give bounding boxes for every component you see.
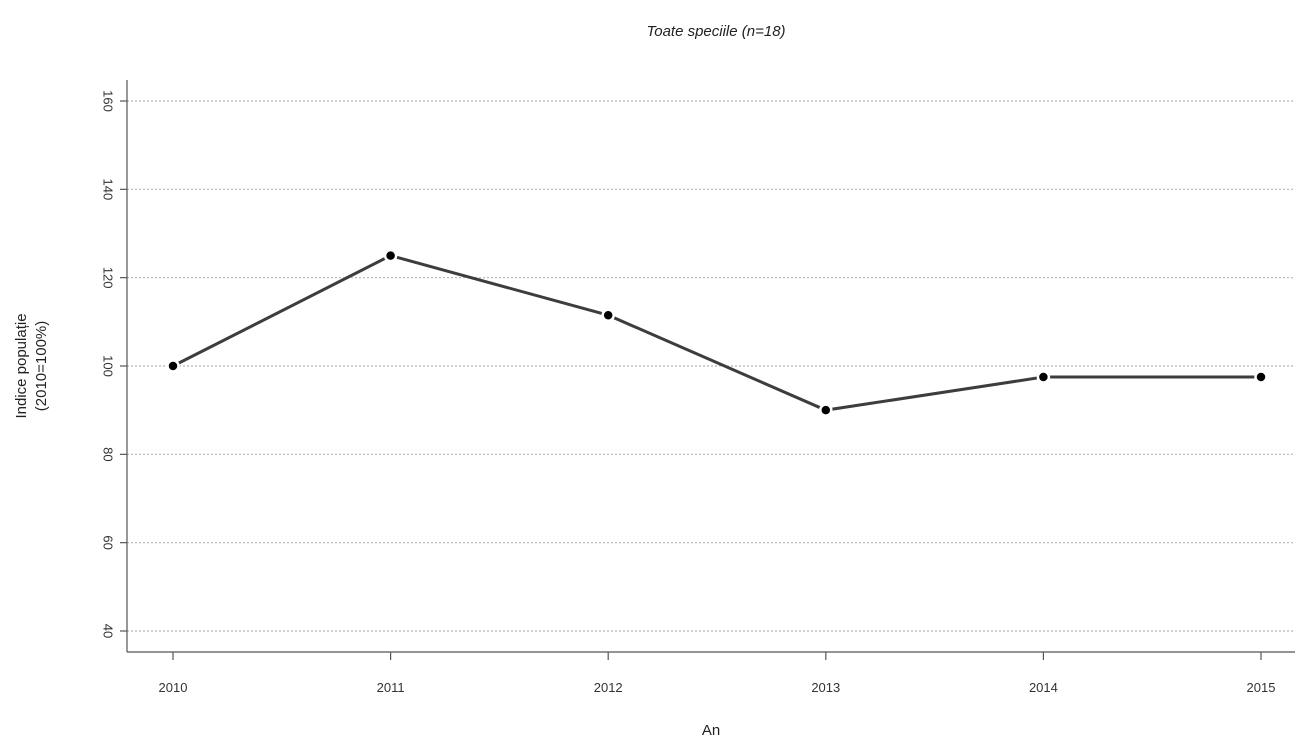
data-point-2011 [383, 248, 398, 263]
y-tick-label: 160 [101, 90, 116, 112]
x-tick-label: 2011 [377, 680, 405, 695]
data-point-2010 [166, 359, 180, 373]
x-tick-label: 2014 [1029, 680, 1058, 695]
y-tick-label: 140 [101, 178, 116, 200]
data-series [166, 248, 1268, 417]
y-tick-label: 100 [101, 355, 116, 377]
y-axis-label-line-2: (2010=100%) [33, 321, 50, 411]
series-line [172, 253, 1261, 412]
gridlines [127, 100, 1295, 632]
y-tick-label: 80 [101, 447, 116, 461]
chart-title: Toate speciile (n=18) [646, 23, 785, 40]
y-tick-label: 40 [101, 624, 116, 638]
data-point-2012 [601, 308, 615, 322]
x-tick-label: 2012 [594, 680, 623, 695]
x-tick-label: 2010 [159, 680, 188, 695]
data-point-2015 [1254, 370, 1268, 384]
x-tick-label: 2015 [1247, 680, 1276, 695]
axis-labels: An Indice populație (2010=100%) [13, 313, 720, 739]
y-axis-label-line-1: Indice populație [13, 313, 30, 418]
x-axis-label: An [702, 722, 720, 739]
data-point-2014 [1036, 370, 1051, 384]
y-tick-label: 120 [101, 267, 116, 289]
data-point-2013 [819, 403, 833, 417]
axes: 40 60 80 100 120 140 160 2010 2011 2012 2013 2014 20… [101, 80, 1295, 695]
x-tick-label: 2013 [811, 680, 840, 695]
y-tick-label: 60 [101, 535, 116, 549]
